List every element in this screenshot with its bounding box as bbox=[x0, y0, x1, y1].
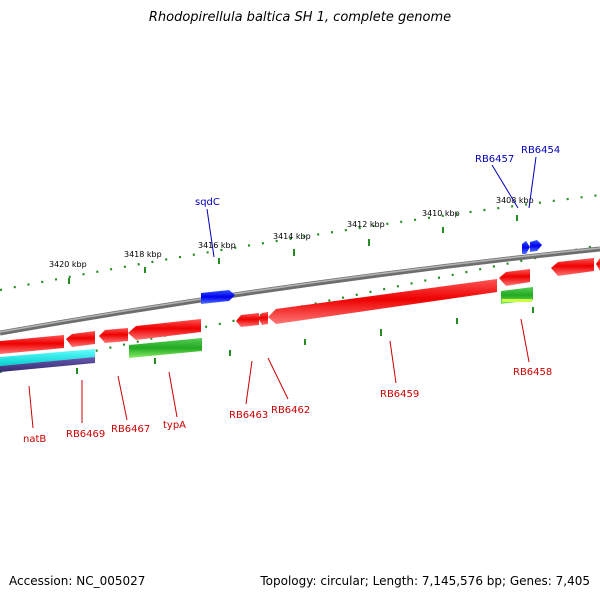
label-RB6459[interactable]: RB6459 bbox=[380, 389, 419, 400]
gene-RB6463[interactable] bbox=[236, 313, 259, 327]
gene-red-right-1[interactable] bbox=[499, 269, 530, 286]
gene-red-right-2[interactable] bbox=[551, 258, 594, 276]
gene-RB6462[interactable] bbox=[258, 312, 268, 325]
gene-red-right-3[interactable] bbox=[596, 258, 600, 271]
gene-RB6454[interactable] bbox=[530, 240, 542, 252]
upper-major-ticks bbox=[68, 215, 518, 284]
blue-leader-lines bbox=[206, 156, 537, 258]
label-typA[interactable]: typA bbox=[163, 420, 186, 431]
cyan-track bbox=[0, 349, 95, 366]
tick-label-3418: 3418 kbp bbox=[124, 250, 162, 259]
gene-RB6469[interactable] bbox=[66, 331, 95, 347]
gene-RB6457[interactable] bbox=[522, 241, 530, 254]
tick-label-3410: 3410 kbp bbox=[422, 209, 460, 218]
label-RB6462[interactable]: RB6462 bbox=[271, 405, 310, 416]
gene-RB6459[interactable] bbox=[268, 279, 497, 324]
RB6458-highlight bbox=[502, 299, 532, 302]
lower-major-ticks bbox=[76, 307, 534, 374]
gene-red-mid-a[interactable] bbox=[128, 319, 201, 340]
purple-track bbox=[0, 357, 95, 372]
label-RB6458[interactable]: RB6458 bbox=[513, 367, 552, 378]
tick-label-3416: 3416 kbp bbox=[198, 241, 236, 250]
label-RB6454[interactable]: RB6454 bbox=[521, 145, 560, 156]
topology-text: Topology: circular; Length: 7,145,576 bp… bbox=[260, 574, 590, 588]
gene-RB6467[interactable] bbox=[99, 328, 128, 343]
genome-backbone bbox=[0, 246, 600, 336]
label-natB[interactable]: natB bbox=[23, 434, 46, 445]
label-RB6457[interactable]: RB6457 bbox=[475, 154, 514, 165]
red-leader-lines bbox=[28, 318, 530, 429]
tick-label-3412: 3412 kbp bbox=[347, 220, 385, 229]
tick-label-3420: 3420 kbp bbox=[49, 260, 87, 269]
tick-label-3414: 3414 kbp bbox=[273, 232, 311, 241]
tick-label-3408: 3408 kbp bbox=[496, 196, 534, 205]
label-sqdC[interactable]: sqdC bbox=[195, 197, 220, 208]
upper-tick-ring bbox=[0, 193, 600, 292]
label-RB6463[interactable]: RB6463 bbox=[229, 410, 268, 421]
label-RB6467[interactable]: RB6467 bbox=[111, 424, 150, 435]
gene-natB[interactable] bbox=[0, 335, 64, 354]
gene-typA[interactable] bbox=[129, 338, 202, 358]
map-title: Rhodopirellula baltica SH 1, complete ge… bbox=[148, 10, 452, 25]
accession-text: Accession: NC_005027 bbox=[9, 574, 146, 588]
label-RB6469[interactable]: RB6469 bbox=[66, 429, 105, 440]
gene-sqdC[interactable] bbox=[201, 290, 235, 304]
